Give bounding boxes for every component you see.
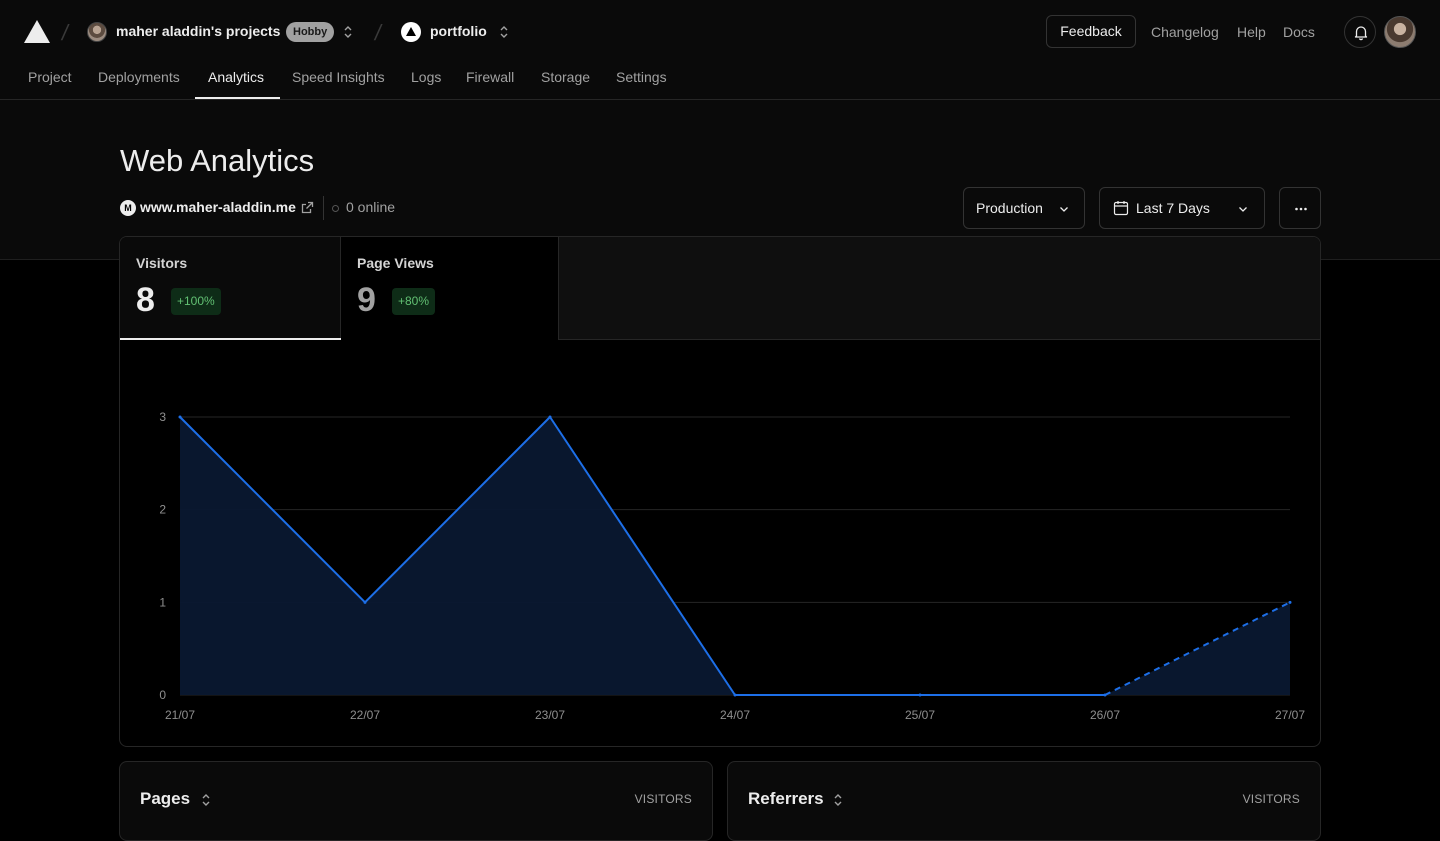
x-tick-label: 25/07 — [905, 708, 935, 722]
site-url-link[interactable]: www.maher-aladdin.me — [140, 199, 296, 215]
y-tick-label: 2 — [159, 503, 166, 517]
metric-change-badge: +100% — [171, 288, 221, 315]
team-avatar — [87, 22, 107, 42]
metric-page-views-tab[interactable]: Page Views 9 +80% — [341, 237, 559, 340]
sort-toggle-icon[interactable] — [200, 792, 212, 808]
area-fill — [180, 417, 1290, 695]
divider — [323, 196, 324, 220]
metric-label: Visitors — [136, 255, 188, 271]
sort-toggle-icon[interactable] — [832, 792, 844, 808]
pages-panel: Pages VISITORS — [119, 761, 713, 841]
chevron-down-icon — [1060, 207, 1068, 212]
top-navigation: / maher aladdin's projects Hobby / portf… — [0, 0, 1440, 100]
metric-label: Page Views — [357, 255, 434, 271]
series-line — [179, 416, 1105, 696]
tab-speed-insights[interactable]: Speed Insights — [292, 69, 385, 85]
help-link[interactable]: Help — [1237, 24, 1266, 40]
visitors-area-chart: 0 1 2 3 21/07 22/07 23/07 24/07 25/07 26/07 27/07 — [159, 410, 1305, 722]
online-count: 0 online — [346, 199, 396, 215]
tab-logs[interactable]: Logs — [411, 69, 442, 85]
panel-column-header: VISITORS — [634, 792, 692, 806]
data-point — [548, 415, 552, 419]
metric-tabs: Visitors 8 +100% Page Views 9 +80% — [120, 237, 1320, 340]
environment-select[interactable]: Production — [963, 187, 1085, 229]
x-tick-label: 26/07 — [1090, 708, 1120, 722]
team-name[interactable]: maher aladdin's projects — [116, 23, 281, 39]
docs-link[interactable]: Docs — [1283, 24, 1315, 40]
metric-value: 9 — [357, 281, 376, 319]
panel-column-header: VISITORS — [1242, 792, 1300, 806]
changelog-link[interactable]: Changelog — [1151, 24, 1219, 40]
notifications-button[interactable] — [1344, 16, 1376, 48]
y-tick-label: 0 — [159, 688, 166, 702]
tab-firewall[interactable]: Firewall — [466, 69, 515, 85]
more-options-button[interactable] — [1279, 187, 1321, 229]
tab-analytics[interactable]: Analytics — [208, 69, 265, 85]
project-icon — [401, 22, 421, 42]
y-tick-label: 3 — [159, 410, 166, 424]
analytics-chart-card: Visitors 8 +100% Page Views 9 +80% 0 1 2 3 2… — [119, 236, 1321, 747]
breadcrumb-separator: / — [372, 20, 384, 45]
data-point — [1103, 693, 1107, 697]
referrers-panel: Referrers VISITORS — [727, 761, 1321, 841]
x-tick-label: 27/07 — [1275, 708, 1305, 722]
tab-settings[interactable]: Settings — [616, 69, 667, 85]
x-tick-label: 21/07 — [165, 708, 195, 722]
chevron-down-icon — [1239, 207, 1247, 212]
panel-title: Referrers — [748, 789, 824, 808]
metric-visitors-tab[interactable]: Visitors 8 +100% — [120, 237, 341, 340]
environment-value: Production — [976, 200, 1043, 216]
data-point — [1288, 600, 1292, 604]
user-avatar[interactable] — [1384, 16, 1416, 48]
date-range-value: Last 7 Days — [1136, 200, 1210, 216]
bell-icon — [1354, 26, 1368, 41]
active-metric-indicator — [120, 338, 341, 340]
data-point — [918, 693, 922, 697]
panel-title: Pages — [140, 789, 191, 808]
metric-change-badge: +80% — [392, 288, 436, 315]
page-title: Web Analytics — [120, 143, 315, 178]
data-point — [363, 600, 367, 604]
metric-value: 8 — [136, 281, 155, 319]
x-tick-label: 23/07 — [535, 708, 565, 722]
active-tab-indicator — [195, 97, 280, 99]
more-horizontal-icon — [1295, 207, 1307, 211]
x-tick-label: 22/07 — [350, 708, 380, 722]
calendar-icon — [1113, 201, 1129, 216]
date-range-select[interactable]: Last 7 Days — [1099, 187, 1265, 229]
series-line-partial — [1104, 601, 1291, 696]
site-favicon: M — [120, 200, 136, 216]
external-link-icon[interactable] — [301, 201, 314, 214]
analytics-header — [0, 100, 1440, 260]
team-switcher-icon[interactable] — [342, 24, 354, 40]
plan-badge: Hobby — [286, 22, 335, 42]
breadcrumb-separator: / — [59, 20, 71, 45]
vercel-logo-icon[interactable] — [24, 20, 50, 43]
tab-deployments[interactable]: Deployments — [98, 69, 180, 85]
header-row: / maher aladdin's projects Hobby / portf… — [0, 0, 1440, 64]
project-switcher-icon[interactable] — [498, 24, 510, 40]
y-tick-label: 1 — [159, 595, 166, 609]
data-point — [733, 693, 737, 697]
online-status-dot-icon — [332, 205, 339, 212]
tab-project[interactable]: Project — [28, 69, 72, 85]
feedback-button[interactable]: Feedback — [1046, 15, 1136, 48]
data-point — [178, 415, 182, 419]
x-tick-label: 24/07 — [720, 708, 750, 722]
tab-storage[interactable]: Storage — [541, 69, 591, 85]
project-name[interactable]: portfolio — [430, 23, 487, 39]
